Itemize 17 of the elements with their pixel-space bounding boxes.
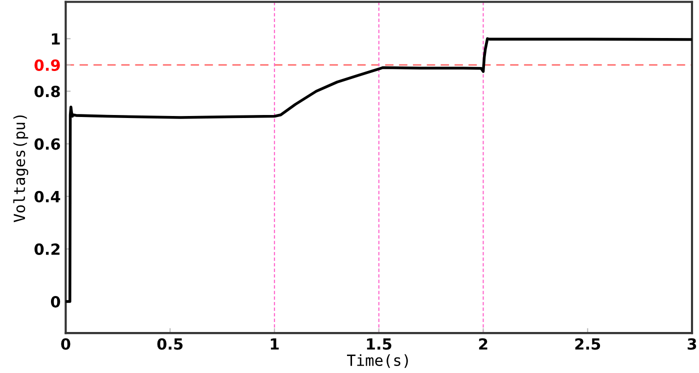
x-axis-title: Time(s) [347,354,408,368]
x-tick-label: 0.5 [157,338,183,350]
x-tick-label: 2 [479,338,488,350]
x-tick-label: 0 [61,338,70,350]
x-tick-label: 1 [270,338,279,350]
y-tick-label: 0.6 [34,138,60,150]
y-tick-label: 1 [52,33,60,44]
x-tick-label: 1.5 [367,338,392,350]
y-tick-label: 0.4 [34,190,60,202]
x-tick-label: 3 [688,338,696,350]
line-series [66,37,692,303]
y-tick-label: 0 [50,296,60,308]
y-tick-label: 0.2 [34,243,60,255]
y-tick-label: 0.9 [34,59,60,71]
y-axis-title: Voltages(pu) [13,115,28,222]
x-tick-label: 2.5 [575,338,600,350]
y-tick-label: 0.8 [34,86,60,98]
